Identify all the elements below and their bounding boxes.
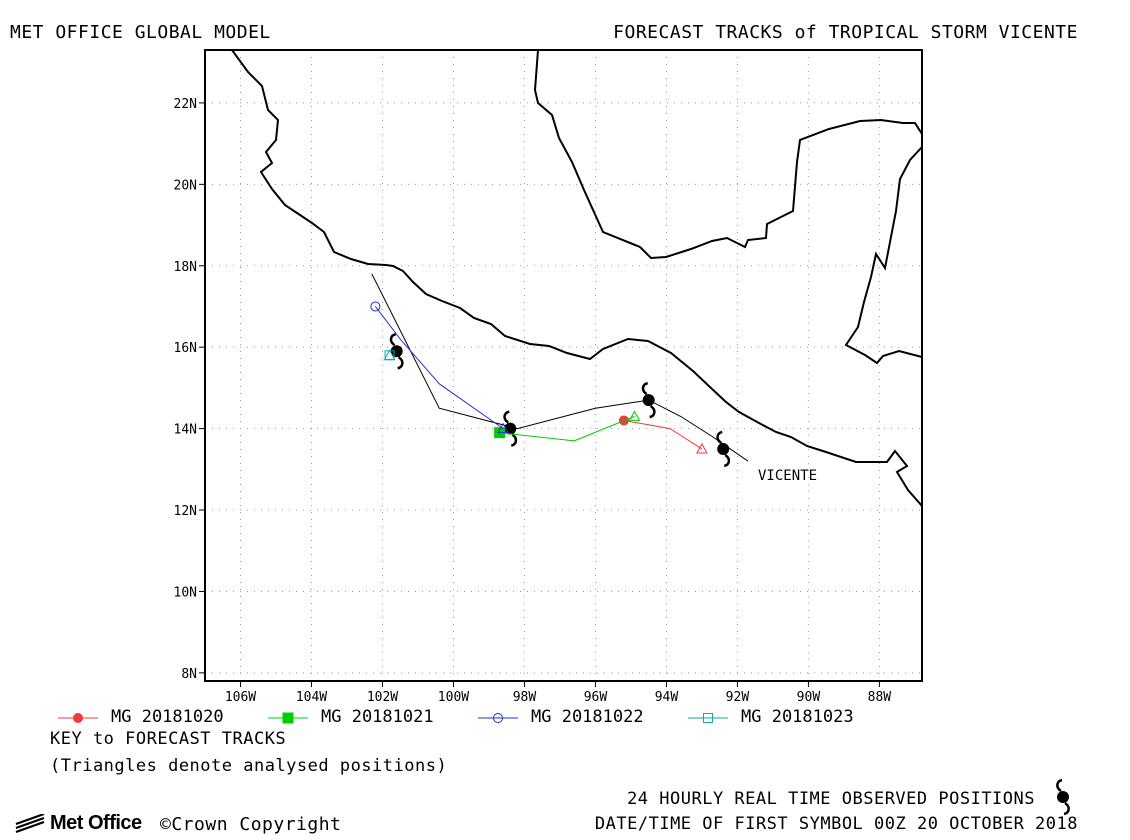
y-tick-label: 14N: [174, 423, 197, 438]
met-office-logo: Met Office: [50, 812, 142, 834]
y-tick-label: 12N: [174, 504, 197, 519]
forecast-track-line: [374, 306, 504, 430]
hurricane-arm: [649, 405, 656, 419]
y-tick-label: 18N: [174, 260, 197, 275]
hurricane-symbol-icon: [641, 381, 656, 419]
y-tick-label: 20N: [174, 178, 197, 193]
coastline-pacific-mexico-central-america: [231, 49, 923, 507]
forecast-start-marker: [384, 350, 395, 361]
x-tick-label: 104W: [296, 690, 327, 705]
legend-label-4: MG 20181023: [741, 707, 854, 727]
hurricane-arm: [503, 410, 510, 424]
legend-marker: [73, 713, 83, 723]
x-tick-label: 98W: [513, 690, 537, 705]
legend-label-1: MG 20181020: [111, 707, 224, 727]
first-symbol-date: DATE/TIME OF FIRST SYMBOL 00Z 20 OCTOBER…: [594, 814, 1078, 834]
observed-track-line: [371, 273, 749, 462]
met-office-logo-icon: [15, 814, 45, 834]
x-tick-label: 106W: [225, 690, 256, 705]
coastline-yucatan: [844, 146, 923, 365]
legend-marker: [282, 712, 294, 724]
coastline-gulf-of-mexico: [533, 49, 923, 260]
legend-markers: [58, 712, 728, 724]
analysed-position-triangle: [696, 442, 708, 454]
x-tick-label: 100W: [438, 690, 469, 705]
storm-label: VICENTE: [758, 468, 817, 484]
hurricane-eye: [642, 394, 655, 407]
hurricane-arm: [641, 381, 649, 396]
coastline: [231, 49, 923, 507]
x-tick-label: 92W: [726, 690, 750, 705]
copyright-icon: ©: [160, 814, 172, 835]
copyright-label: Crown Copyright: [171, 814, 342, 835]
hurricane-eye: [717, 442, 730, 455]
y-tick-label: 10N: [174, 585, 197, 600]
copyright-text: ©Crown Copyright: [160, 814, 341, 835]
forecast-track-line: [499, 415, 635, 442]
model-title: MET OFFICE GLOBAL MODEL: [10, 22, 271, 43]
x-tick-label: 88W: [868, 690, 892, 705]
y-tick-label: 8N: [181, 667, 197, 682]
y-tick-label: 22N: [174, 97, 197, 112]
key-title: KEY to FORECAST TRACKS: [50, 729, 287, 749]
analysed-position-triangle: [497, 422, 510, 434]
x-tick-label: 102W: [367, 690, 398, 705]
observed-track: [371, 273, 749, 468]
analysed-position-triangle: [628, 410, 641, 421]
chart-title: FORECAST TRACKS of TROPICAL STORM VICENT…: [613, 22, 1078, 43]
map-frame: [204, 49, 923, 682]
hurricane-arm: [397, 356, 404, 370]
key-note: (Triangles denote analysed positions): [50, 756, 448, 776]
x-tick-label: 96W: [584, 690, 608, 705]
y-tick-label: 16N: [174, 341, 197, 356]
hurricane-arm: [716, 430, 723, 444]
axis-labels: 106W 104W 102W 100W 98W 96W 94W 92W 90W 88W 8N 10N 1…: [174, 97, 892, 705]
legend-label-2: MG 20181021: [321, 707, 434, 727]
hurricane-arm: [510, 433, 518, 447]
x-tick-label: 90W: [797, 690, 821, 705]
forecast-start-marker: [370, 301, 381, 312]
map-grid: [205, 50, 922, 681]
observed-symbol-icon: [1056, 778, 1070, 816]
observed-positions-note: 24 HOURLY REAL TIME OBSERVED POSITIONS: [627, 789, 1035, 809]
forecast-tracks: [370, 301, 708, 454]
x-tick-label: 94W: [655, 690, 679, 705]
legend-label-3: MG 20181022: [531, 707, 644, 727]
forecast-track-line: [623, 419, 703, 450]
hurricane-arm: [723, 453, 731, 468]
hurricane-arm: [389, 333, 397, 347]
legend-marker: [703, 713, 713, 723]
legend-marker: [493, 713, 503, 723]
hurricane-symbol-icon: [716, 430, 731, 468]
